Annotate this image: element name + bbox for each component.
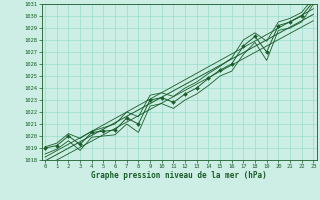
X-axis label: Graphe pression niveau de la mer (hPa): Graphe pression niveau de la mer (hPa) — [91, 171, 267, 180]
